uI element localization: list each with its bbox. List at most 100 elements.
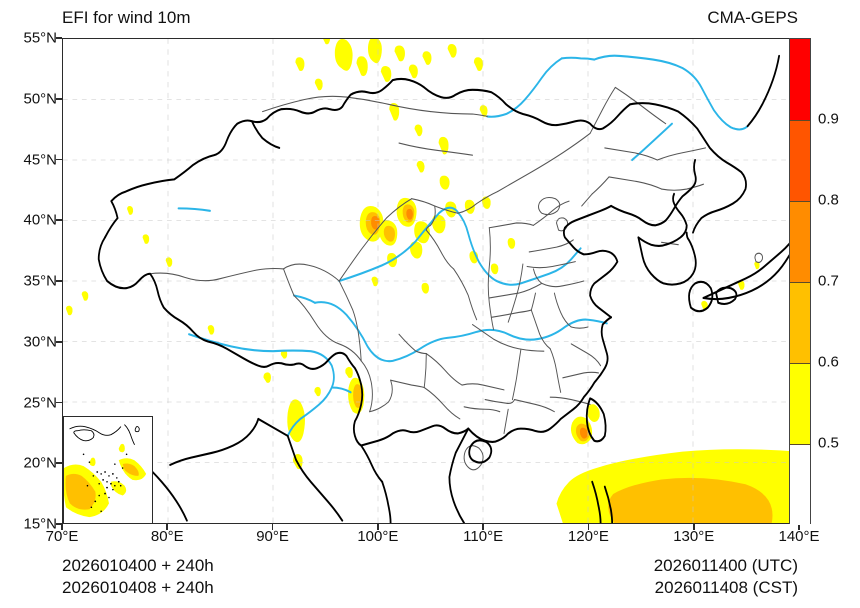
x-axis-tick-label: 120°E bbox=[567, 528, 609, 545]
y-axis-tick-label: 55°N bbox=[23, 29, 57, 47]
efi-patch-yellow bbox=[345, 366, 353, 379]
yellow-river bbox=[338, 206, 582, 286]
x-axis-tick-label: 70°E bbox=[45, 528, 79, 545]
thailand-coast bbox=[381, 480, 392, 523]
korea-coastline bbox=[637, 192, 688, 247]
colorbar-band bbox=[790, 444, 810, 525]
colorbar-tick-label: 0.5 bbox=[818, 434, 839, 452]
x-axis-tick-label: 110°E bbox=[463, 528, 504, 545]
colorbar-tick-label: 0.9 bbox=[818, 110, 839, 128]
x-axis-tick bbox=[482, 524, 484, 530]
colorbar-band bbox=[790, 120, 810, 201]
efi-patch-yellow bbox=[482, 196, 491, 209]
colorbar-band-separator bbox=[790, 120, 810, 121]
efi-patch-yellow bbox=[314, 386, 321, 397]
vietnam-coast bbox=[448, 427, 470, 523]
efi-patch-yellow bbox=[414, 124, 423, 137]
efi-patch-yellow bbox=[65, 305, 73, 316]
amur-west-branch bbox=[560, 56, 596, 61]
myanmar-coast bbox=[286, 434, 344, 522]
y-axis-tick-label: 35°N bbox=[23, 272, 57, 290]
taiwan-island bbox=[585, 397, 607, 443]
x-axis-tick bbox=[587, 524, 590, 530]
x-axis-tick-label: 130°E bbox=[673, 528, 715, 545]
efi-patch-yellow bbox=[389, 102, 400, 121]
efi-patch-yellow bbox=[287, 399, 305, 443]
efi-patch-yellow bbox=[737, 280, 745, 290]
colorbar-band bbox=[790, 282, 810, 363]
efi-patch-yellow bbox=[416, 160, 425, 173]
efi-patch-yellow bbox=[295, 57, 305, 72]
efi-patch-orange bbox=[406, 208, 413, 220]
efi-patch-yellow bbox=[439, 175, 450, 190]
footer-init-time-cst: 2026010408 + 240h bbox=[62, 578, 214, 597]
japan-honshu-south bbox=[702, 241, 798, 301]
x-axis-tick-label: 80°E bbox=[150, 528, 184, 545]
inset-coastline bbox=[69, 424, 140, 445]
argun-river bbox=[486, 57, 563, 118]
efi-patch-amber bbox=[648, 490, 747, 523]
x-axis-tick bbox=[798, 524, 800, 530]
colorbar-band bbox=[790, 201, 810, 282]
india-east-coast bbox=[169, 417, 260, 466]
page-title: EFI for wind 10m bbox=[62, 8, 191, 27]
y-axis-tick bbox=[56, 523, 62, 525]
china-border-sw bbox=[97, 236, 364, 447]
inset-canvas bbox=[64, 424, 147, 518]
colorbar bbox=[789, 38, 811, 525]
y-axis-tick bbox=[56, 97, 62, 100]
colorbar-tick-label: 0.7 bbox=[818, 272, 839, 290]
efi-patch-yellow bbox=[586, 404, 600, 422]
brahmaputra-river bbox=[188, 333, 335, 437]
efi-patch-yellow bbox=[263, 372, 271, 383]
y-axis-tick-label: 30°N bbox=[23, 333, 57, 351]
efi-patch-yellow bbox=[507, 238, 516, 249]
china-border bbox=[104, 77, 631, 239]
efi-patch-orange bbox=[371, 216, 380, 230]
hainan-island bbox=[468, 439, 493, 464]
efi-patch-yellow bbox=[81, 291, 89, 301]
colorbar-band-separator bbox=[790, 201, 810, 202]
colorbar-tick-label: 0.6 bbox=[818, 353, 839, 371]
y-axis-tick-label: 15°N bbox=[23, 515, 57, 533]
y-axis-tick bbox=[56, 280, 62, 282]
efi-patch-yellow bbox=[380, 66, 392, 82]
efi-patch-yellow bbox=[408, 64, 418, 79]
model-name-label: CMA-GEPS bbox=[707, 8, 798, 27]
x-axis-tick-label: 100°E bbox=[357, 528, 399, 545]
china-coast-liaoning bbox=[610, 158, 697, 227]
map-canvas bbox=[63, 39, 798, 523]
china-border-s bbox=[360, 424, 470, 447]
japan-shikoku bbox=[715, 286, 738, 305]
y-axis: 55°N 50°N 45°N 40°N 35°N 30°N 25°N 20°N 15°N bbox=[0, 0, 62, 608]
efi-patch-yellow bbox=[356, 56, 368, 77]
efi-patch-yellow bbox=[445, 201, 457, 218]
efi-patch-yellow bbox=[421, 282, 430, 294]
efi-patch-yellow bbox=[142, 234, 150, 244]
y-axis-tick bbox=[56, 401, 62, 404]
south-china-sea-inset bbox=[63, 416, 153, 523]
colorbar-band-separator bbox=[790, 363, 810, 364]
efi-patch-yellow bbox=[754, 261, 760, 270]
y-axis-tick-label: 45°N bbox=[23, 151, 57, 168]
map-plot-area bbox=[62, 38, 799, 524]
efi-patch-yellow bbox=[371, 276, 379, 287]
x-axis-tick bbox=[377, 524, 379, 530]
river-layer bbox=[177, 54, 749, 437]
province-boundary-layer bbox=[149, 86, 763, 471]
brahmaputra-tributary bbox=[330, 386, 352, 394]
y-axis-tick bbox=[56, 219, 62, 222]
colorbar-band-separator bbox=[790, 282, 810, 283]
footer-valid-time-utc: 2026011400 (UTC) bbox=[653, 556, 798, 575]
mongolia-border bbox=[251, 120, 281, 149]
x-axis-tick bbox=[166, 524, 169, 530]
efi-patch-yellow bbox=[334, 39, 353, 71]
efi-patch-yellow bbox=[490, 263, 499, 275]
colorbar-band bbox=[790, 39, 810, 120]
x-axis-tick bbox=[692, 524, 695, 530]
songhua-river bbox=[631, 122, 673, 162]
efi-patch-orange bbox=[579, 427, 588, 439]
efi-patch-yellow bbox=[165, 257, 173, 267]
efi-patch-yellow bbox=[314, 78, 323, 91]
